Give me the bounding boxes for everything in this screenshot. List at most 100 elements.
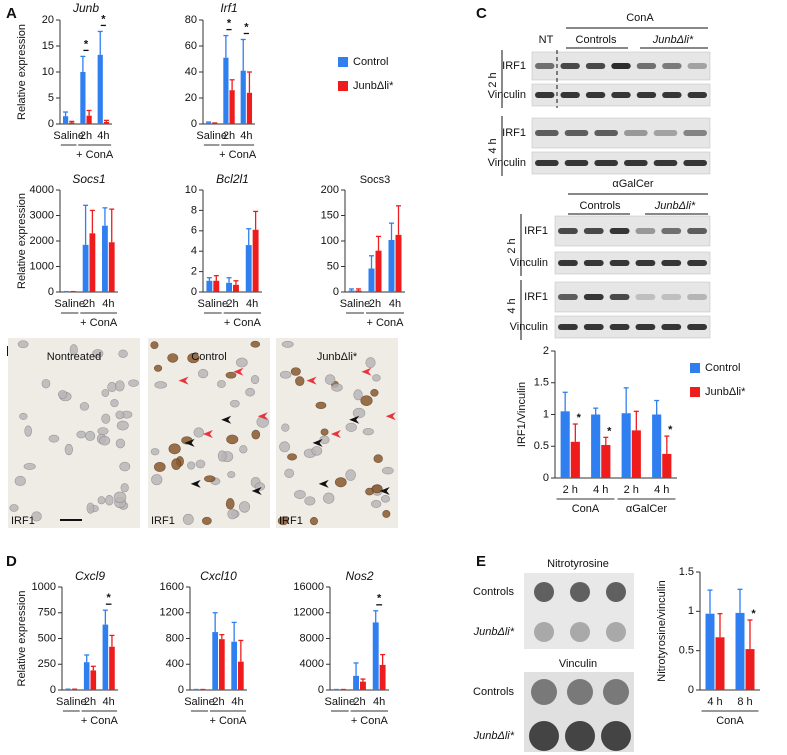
panel-label: E <box>476 553 486 570</box>
bar <box>246 92 253 124</box>
y-tick-label: 250 <box>38 658 56 670</box>
protein-label: Vinculin <box>510 257 548 269</box>
x-tick-label: Saline <box>325 696 356 708</box>
bar <box>80 72 86 124</box>
bar <box>212 632 218 690</box>
x-tick-label: 4 h <box>707 696 722 708</box>
panel-label: D <box>6 553 17 570</box>
y-tick-label: 0 <box>48 286 54 298</box>
arrowhead <box>385 412 396 421</box>
x-tick-label: Saline <box>196 130 227 142</box>
blot-band <box>558 324 578 330</box>
dot <box>606 582 626 602</box>
y-tick-label: 12000 <box>293 607 324 619</box>
group-label: + ConA <box>351 715 389 727</box>
chart-title: Irf1 <box>220 1 237 15</box>
dot-row-label: Controls <box>473 686 514 698</box>
stain-label: IRF1 <box>11 515 35 527</box>
y-tick-label: 750 <box>38 607 56 619</box>
y-tick-label: 6 <box>191 225 197 237</box>
significance-star: * <box>377 593 382 605</box>
protein-label: IRF1 <box>502 60 526 72</box>
nucleus <box>373 454 383 463</box>
bar <box>631 430 641 478</box>
bar <box>348 290 355 292</box>
blot-band <box>661 228 682 234</box>
y-tick-label: 200 <box>321 184 339 196</box>
y-tick-label: 800 <box>166 632 184 644</box>
group-label: ConA <box>716 715 744 727</box>
nucleus <box>193 427 204 438</box>
nucleus <box>331 383 343 392</box>
blot-band <box>594 130 618 136</box>
x-tick-label: 8 h <box>737 696 752 708</box>
dot-title: Vinculin <box>559 658 597 670</box>
bar <box>662 453 672 478</box>
blot-band <box>635 294 656 300</box>
y-tick-label: 20 <box>185 92 197 104</box>
panel-label: C <box>476 5 487 22</box>
bar <box>206 280 213 292</box>
group-label: + ConA <box>76 149 114 161</box>
arrowhead <box>330 430 341 438</box>
y-tick-label: 500 <box>38 632 56 644</box>
bar <box>233 284 239 292</box>
x-tick-label: 2h <box>83 298 95 310</box>
blot-band <box>583 228 604 234</box>
nucleus <box>226 434 239 445</box>
nucleus <box>352 407 366 419</box>
nucleus <box>371 500 382 508</box>
bar <box>213 280 220 292</box>
blot-band <box>583 324 604 330</box>
nucleus <box>204 475 216 483</box>
y-tick-label: 10 <box>42 66 54 78</box>
nucleus <box>250 340 261 348</box>
y-tick-label: 0 <box>178 684 184 696</box>
nucleus <box>295 376 305 387</box>
nucleus <box>79 402 90 411</box>
x-tick-label: Saline <box>56 696 87 708</box>
chart-title: Socs3 <box>360 174 391 186</box>
group-label: αGalCer <box>626 503 668 515</box>
dot <box>534 582 554 602</box>
nucleus <box>239 501 251 513</box>
bar <box>205 122 212 124</box>
nucleus <box>57 390 68 399</box>
nucleus <box>245 387 255 397</box>
blot-group: Controls <box>576 34 617 46</box>
time-label: 4 h <box>487 138 499 153</box>
blot-band <box>687 294 707 300</box>
nucleus <box>284 468 295 478</box>
dot <box>606 622 626 642</box>
blot-band <box>624 160 648 166</box>
y-tick-label: 80 <box>185 14 197 26</box>
time-label: 2 h <box>487 72 499 87</box>
blot-band <box>661 260 682 266</box>
nucleus <box>154 364 163 372</box>
chart-title: Socs1 <box>72 172 105 186</box>
bar <box>62 116 69 124</box>
blot-strip <box>554 315 711 339</box>
nucleus <box>225 371 237 379</box>
dot <box>531 679 557 705</box>
nucleus <box>239 445 248 454</box>
protein-label: Vinculin <box>488 89 526 101</box>
nucleus <box>345 422 357 432</box>
blot-treatment: αGalCer <box>612 178 654 190</box>
y-tick-label: 50 <box>327 260 339 272</box>
x-tick-label: 4 h <box>654 484 669 496</box>
x-tick-label: Saline <box>53 130 84 142</box>
significance-star: * <box>84 38 89 50</box>
blot-band <box>564 130 589 136</box>
time-label: 4 h <box>506 298 518 313</box>
bar <box>108 242 115 292</box>
bar <box>395 234 402 292</box>
protein-label: IRF1 <box>502 127 526 139</box>
bar <box>231 641 237 690</box>
nucleus <box>311 446 323 456</box>
y-tick-label: 1000 <box>32 581 56 593</box>
legend-label: Control <box>353 56 388 68</box>
nucleus <box>97 427 109 436</box>
y-tick-label: 40 <box>185 66 197 78</box>
y-tick-label: 1600 <box>160 581 184 593</box>
